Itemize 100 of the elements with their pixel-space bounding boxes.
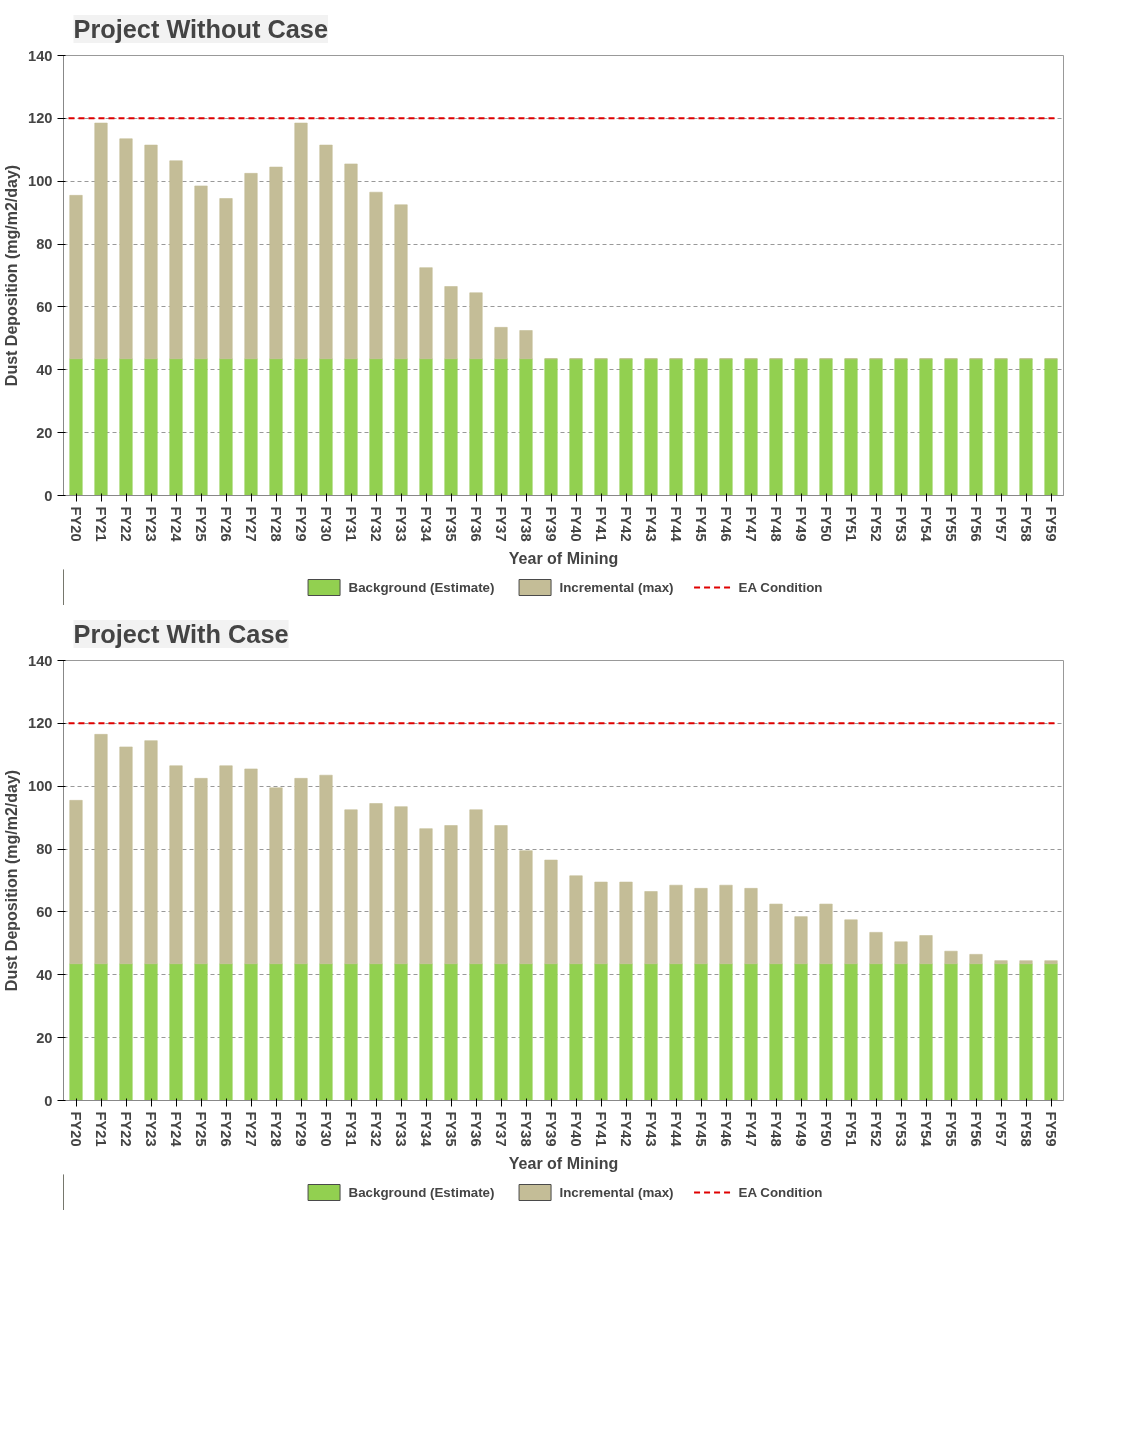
bar: [294, 358, 308, 496]
x-tick-label: FY35: [443, 1111, 459, 1147]
x-tick-label: FY44: [668, 1111, 684, 1148]
bar: [144, 963, 158, 1101]
bar: [244, 963, 258, 1101]
x-tick-label: FY21: [93, 1111, 109, 1147]
bar: [594, 881, 608, 965]
y-tick-label: 0: [44, 487, 53, 504]
bar: [769, 963, 783, 1101]
y-tick-label: 140: [28, 47, 53, 64]
bar: [369, 358, 383, 496]
bar: [769, 358, 783, 496]
x-tick-label: FY48: [768, 1111, 784, 1147]
x-tick-label: FY20: [68, 1111, 84, 1147]
x-tick-label: FY49: [793, 1111, 809, 1147]
x-tick-label: FY53: [893, 1111, 909, 1147]
legend-label: Background (Estimate): [348, 1184, 495, 1200]
bar: [144, 144, 158, 360]
bar: [194, 963, 208, 1101]
y-tick-label: 20: [36, 424, 53, 441]
x-tick-label: FY29: [293, 1111, 309, 1147]
bar: [344, 358, 358, 496]
bar: [119, 963, 133, 1101]
x-tick-label: FY24: [168, 506, 184, 543]
bar: [269, 787, 283, 965]
bar: [869, 963, 883, 1101]
bar: [569, 875, 583, 965]
bar: [569, 963, 583, 1101]
legend-label: Incremental (max): [559, 579, 674, 595]
bar: [394, 204, 408, 360]
bar: [194, 778, 208, 965]
bar: [669, 358, 683, 496]
bar: [1044, 960, 1058, 965]
bar: [644, 358, 658, 496]
bar: [619, 358, 633, 496]
bar: [994, 358, 1008, 496]
x-tick-label: FY45: [693, 506, 709, 542]
bar: [969, 954, 983, 965]
bar: [344, 809, 358, 965]
x-tick-label: FY38: [518, 506, 534, 542]
bar: [469, 292, 483, 360]
bar: [519, 850, 533, 965]
bar: [919, 963, 933, 1101]
x-tick-label: FY21: [93, 506, 109, 542]
y-tick-label: 0: [44, 1092, 53, 1109]
bar: [794, 963, 808, 1101]
bar: [294, 122, 308, 360]
bar: [69, 800, 83, 965]
bar: [69, 358, 83, 496]
bar: [469, 358, 483, 496]
bar: [444, 286, 458, 360]
y-tick-label: 80: [36, 236, 53, 253]
legend-label: EA Condition: [738, 1184, 823, 1200]
bar: [394, 963, 408, 1101]
bar: [194, 358, 208, 496]
bar: [144, 740, 158, 965]
bar: [694, 963, 708, 1101]
bar: [319, 963, 333, 1101]
bar: [794, 916, 808, 965]
x-tick-label: FY25: [193, 506, 209, 542]
bar: [519, 330, 533, 360]
bar: [1019, 960, 1033, 965]
bar: [994, 960, 1008, 965]
bar: [419, 963, 433, 1101]
bar: [494, 963, 508, 1101]
x-tick-label: FY45: [693, 1111, 709, 1147]
x-tick-label: FY39: [543, 506, 559, 542]
bar: [719, 884, 733, 965]
bar: [994, 963, 1008, 1101]
x-axis-title: Year of Mining: [508, 1154, 619, 1172]
bar: [294, 963, 308, 1101]
y-tick-label: 40: [36, 966, 53, 983]
bar: [944, 950, 958, 965]
x-tick-label: FY50: [818, 506, 834, 542]
x-tick-label: FY58: [1018, 1111, 1034, 1147]
bar: [694, 358, 708, 496]
bar: [69, 963, 83, 1101]
bar: [744, 888, 758, 965]
x-axis-title: Year of Mining: [508, 549, 619, 567]
bar: [244, 173, 258, 360]
bar: [369, 963, 383, 1101]
bar: [594, 963, 608, 1101]
x-tick-label: FY26: [218, 1111, 234, 1147]
x-tick-label: FY26: [218, 506, 234, 542]
bar: [569, 358, 583, 496]
bar: [969, 963, 983, 1101]
bar: [294, 778, 308, 965]
x-tick-label: FY52: [868, 506, 884, 542]
x-tick-label: FY41: [593, 506, 609, 542]
bar: [669, 963, 683, 1101]
y-tick-label: 40: [36, 361, 53, 378]
bar: [94, 734, 108, 965]
bar: [869, 932, 883, 965]
bar: [269, 963, 283, 1101]
bar: [1044, 963, 1058, 1101]
bar: [219, 358, 233, 496]
x-tick-label: FY51: [843, 1111, 859, 1147]
x-tick-label: FY52: [868, 1111, 884, 1147]
bar: [919, 935, 933, 965]
x-tick-label: FY46: [718, 1111, 734, 1147]
